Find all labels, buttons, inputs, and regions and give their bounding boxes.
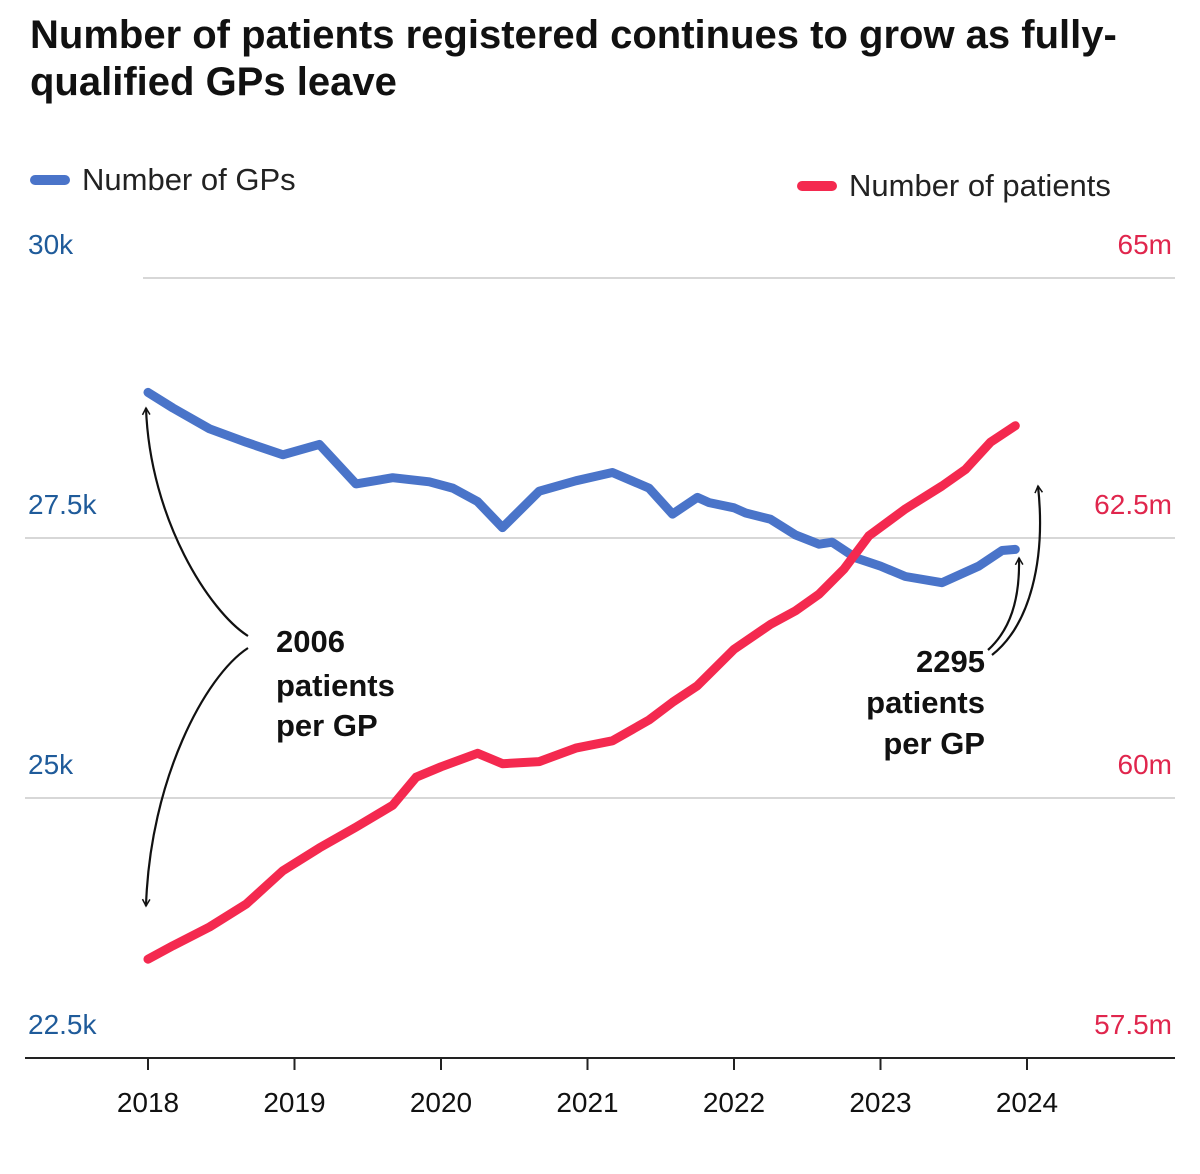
- gridlines: [25, 277, 1175, 799]
- patients-swatch: [797, 181, 837, 191]
- y-left-tick-label: 25k: [28, 749, 74, 780]
- patients-line: [143, 421, 1020, 964]
- y-right-tick-label: 62.5m: [1094, 489, 1172, 520]
- chart-title: Number of patients registered continues …: [30, 13, 1117, 104]
- end-annotation: 2295 patients per GP: [866, 486, 1040, 761]
- end-annotation-arrow-gps: [987, 558, 1019, 651]
- y-right-tick-label: 57.5m: [1094, 1009, 1172, 1040]
- y-right-tick-label: 60m: [1118, 749, 1172, 780]
- y-left-tick-label: 27.5k: [28, 489, 97, 520]
- series: [143, 387, 1020, 964]
- end-annotation-line-2: patients: [866, 685, 985, 720]
- start-annotation-arrow-down: [146, 647, 249, 906]
- start-annotation-line-1: 2006: [276, 624, 345, 659]
- x-tick-label: 2022: [703, 1087, 765, 1118]
- legend-patients-label: Number of patients: [849, 168, 1111, 203]
- y-left-tick-label: 30k: [28, 229, 74, 260]
- x-tick-label: 2018: [117, 1087, 179, 1118]
- x-tick-label: 2023: [849, 1087, 911, 1118]
- start-annotation: 2006 patients per GP: [146, 408, 395, 906]
- x-tick-label: 2020: [410, 1087, 472, 1118]
- legend-patients: Number of patients: [797, 168, 1111, 204]
- legend-gps: Number of GPs: [30, 162, 296, 198]
- start-annotation-arrow-up: [146, 408, 249, 637]
- y-right-tick-label: 65m: [1118, 229, 1172, 260]
- legend-gps-label: Number of GPs: [82, 162, 296, 197]
- x-tick-label: 2024: [996, 1087, 1058, 1118]
- end-annotation-line-3: per GP: [883, 726, 985, 761]
- x-tick-label: 2019: [263, 1087, 325, 1118]
- x-tick-label: 2021: [556, 1087, 618, 1118]
- start-annotation-line-3: per GP: [276, 708, 378, 743]
- gps-line: [143, 387, 1020, 588]
- gps-swatch: [30, 175, 70, 185]
- start-annotation-line-2: patients: [276, 668, 395, 703]
- end-annotation-line-1: 2295: [916, 644, 985, 679]
- end-annotation-arrow-patients: [991, 486, 1040, 656]
- y-left-tick-label: 22.5k: [28, 1009, 97, 1040]
- axes: 30k 65m 27.5k 62.5m 25k 60m 22.5k 57.5m 2018 2019…: [25, 229, 1175, 1118]
